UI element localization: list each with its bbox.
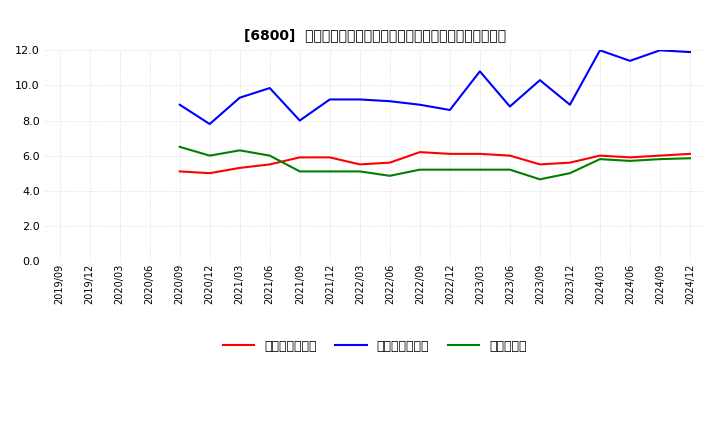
売上債権回転率 [685,151,694,157]
在庫回転率 [176,144,184,150]
売上債権回転率 [415,150,424,155]
買入債務回転率 [385,99,394,104]
買入債務回転率 [295,118,304,123]
在庫回転率 [505,167,514,172]
在庫回転率 [475,167,484,172]
買入債務回転率 [325,97,334,102]
在庫回転率 [446,167,454,172]
売上債権回転率 [385,160,394,165]
買入債務回転率 [505,104,514,109]
Legend: 売上債権回転率, 買入債務回転率, 在庫回転率: 売上債権回転率, 買入債務回転率, 在庫回転率 [218,334,531,358]
売上債権回転率 [356,162,364,167]
売上債権回転率 [656,153,665,158]
在庫回転率 [656,157,665,162]
買入債務回転率 [176,102,184,107]
在庫回転率 [566,171,575,176]
在庫回転率 [235,148,244,153]
買入債務回転率 [205,121,214,127]
売上債権回転率 [205,171,214,176]
Line: 売上債権回転率: 売上債権回転率 [180,152,690,173]
売上債権回転率 [595,153,604,158]
買入債務回転率 [475,69,484,74]
売上債権回転率 [266,162,274,167]
買入債務回転率 [566,102,575,107]
在庫回転率 [415,167,424,172]
買入債務回転率 [656,48,665,53]
買入債務回転率 [685,49,694,55]
売上債権回転率 [446,151,454,157]
買入債務回転率 [415,102,424,107]
買入債務回転率 [446,107,454,113]
在庫回転率 [295,169,304,174]
在庫回転率 [595,157,604,162]
買入債務回転率 [536,77,544,83]
Title: [6800]  売上債権回転率、買入債務回転率、在庫回転率の推移: [6800] 売上債権回転率、買入債務回転率、在庫回転率の推移 [244,28,506,42]
Line: 在庫回転率: 在庫回転率 [180,147,690,180]
売上債権回転率 [235,165,244,171]
売上債権回転率 [475,151,484,157]
売上債権回転率 [566,160,575,165]
Line: 買入債務回転率: 買入債務回転率 [180,50,690,124]
在庫回転率 [266,153,274,158]
売上債権回転率 [505,153,514,158]
買入債務回転率 [235,95,244,100]
買入債務回転率 [626,58,634,63]
買入債務回転率 [266,85,274,91]
在庫回転率 [325,169,334,174]
在庫回転率 [385,173,394,179]
買入債務回転率 [356,97,364,102]
在庫回転率 [626,158,634,164]
売上債権回転率 [536,162,544,167]
在庫回転率 [205,153,214,158]
買入債務回転率 [595,48,604,53]
売上債権回転率 [176,169,184,174]
売上債権回転率 [295,155,304,160]
在庫回転率 [685,156,694,161]
在庫回転率 [536,177,544,182]
売上債権回転率 [626,155,634,160]
売上債権回転率 [325,155,334,160]
在庫回転率 [356,169,364,174]
